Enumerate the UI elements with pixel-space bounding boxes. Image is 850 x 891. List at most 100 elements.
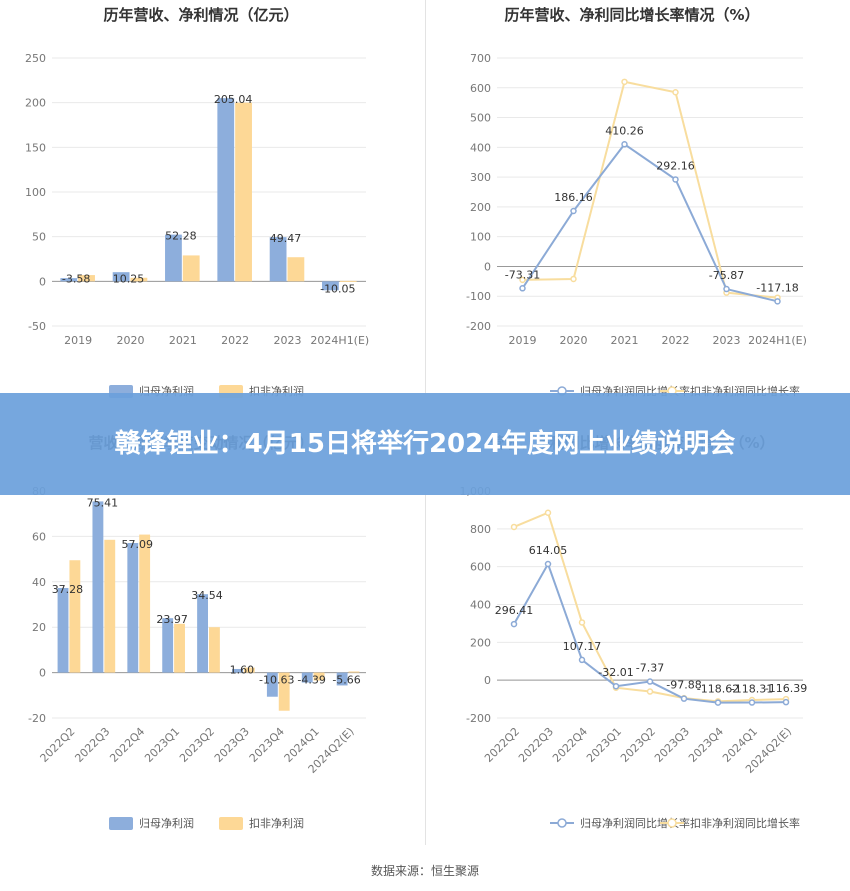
chart3-bar-deducted-net-profit [139, 534, 151, 673]
chart4-ytick-label: 800 [470, 523, 491, 536]
chart1-data-label: 10.25 [113, 272, 145, 285]
chart4-point-parent [544, 560, 552, 568]
chart2-point-parent [621, 141, 628, 148]
chart1-bar-deducted-net-profit [78, 275, 95, 282]
chart1-xtick-label: 2022 [221, 334, 249, 347]
chart2-ytick-label: 200 [470, 201, 491, 214]
chart3-data-label: 75.41 [87, 496, 119, 509]
chart4-point-deducted [510, 523, 518, 531]
chart1-bar-parent-net-profit [269, 237, 287, 282]
chart1-data-label: -10.05 [320, 282, 355, 295]
chart1-bar-deducted-net-profit [182, 255, 200, 282]
chart3-xtick-label: 2023Q2 [177, 725, 217, 765]
chart3-bar-parent-net-profit [127, 543, 139, 673]
chart1-ytick-label: 200 [25, 97, 46, 110]
chart4-data-label: -118.31 [731, 683, 773, 696]
chart2-point-deducted [570, 275, 577, 283]
chart4-data-label: 614.05 [529, 544, 568, 557]
chart4-point-deducted [578, 619, 586, 626]
chart4-xtick-label: 2023Q4 [686, 725, 726, 765]
chart3-bar-deducted-net-profit [313, 672, 325, 681]
chart2-ytick-label: 700 [470, 52, 491, 65]
chart4-data-label: -116.39 [765, 682, 807, 695]
chart3-legend-label: 归母净利润 [139, 816, 194, 830]
chart2-title: 历年营收、净利同比增长率情况（%） [504, 6, 759, 24]
chart4-point-parent [680, 695, 688, 702]
chart4-point-parent [612, 682, 620, 690]
chart4-point-parent [646, 678, 654, 685]
chart3-bar-parent-net-profit [232, 668, 243, 673]
chart1-ytick-label: 150 [25, 141, 46, 154]
chart3-data-label: 23.97 [156, 613, 188, 626]
chart4-xtick-label: 2022Q3 [516, 725, 556, 765]
chart4-point-parent [578, 656, 586, 664]
chart3-bar-deducted-net-profit [104, 539, 116, 673]
chart2-point-deducted [519, 276, 526, 284]
chart4-ytick-label: 600 [470, 561, 491, 574]
chart2-xtick-label: 2019 [509, 334, 537, 347]
chart2-point-parent [723, 285, 730, 293]
chart2-point-parent [774, 298, 781, 305]
chart1-ytick-label: 0 [39, 275, 46, 288]
chart1-xtick-label: 2023 [274, 334, 302, 347]
chart3-ytick-label: 40 [32, 576, 46, 589]
chart1-data-label: 52.28 [165, 230, 197, 243]
chart4-xtick-label: 2022Q2 [482, 725, 522, 765]
chart4-xtick-label: 2022Q4 [550, 725, 590, 765]
chart3-ytick-label: 20 [32, 621, 46, 634]
chart3-data-label: 57.09 [121, 538, 153, 551]
chart4-legend-marker [557, 818, 567, 828]
chart4-data-label: -7.37 [636, 662, 664, 675]
chart3-bar-parent-net-profit [162, 618, 174, 673]
chart4-data-label: 296.41 [495, 604, 534, 617]
chart1-data-label: 205.04 [214, 93, 253, 106]
chart2-data-label: -75.87 [709, 269, 744, 282]
chart4-xtick-label: 2023Q3 [652, 725, 692, 765]
chart1-bar-parent-net-profit [217, 98, 235, 282]
chart2-ytick-label: 0 [484, 260, 491, 273]
chart1-ytick-label: 250 [25, 52, 46, 65]
chart4-xtick-label: 2023Q1 [584, 725, 624, 765]
chart4-legend-marker [667, 818, 677, 828]
chart2-xtick-label: 2022 [662, 334, 690, 347]
chart2-ytick-label: 400 [470, 141, 491, 154]
chart1-xtick-label: 2024H1(E) [310, 334, 369, 347]
chart2-point-parent [519, 285, 526, 292]
chart3-data-label: 34.54 [191, 589, 223, 602]
chart1-ytick-label: 100 [25, 186, 46, 199]
chart3-xtick-label: 2022Q2 [38, 725, 78, 765]
chart3-data-label: -4.39 [297, 674, 325, 687]
chart2-ytick-label: 500 [470, 112, 491, 125]
chart2-line-deducted-net-profit-growth [522, 80, 778, 299]
chart1-bar-parent-net-profit [112, 272, 130, 282]
chart3-ytick-label: -20 [28, 712, 46, 725]
chart2-ytick-label: -100 [466, 290, 491, 303]
chart3-bar-parent-net-profit [197, 594, 208, 673]
chart3-bar-parent-net-profit [301, 672, 313, 683]
divider-bottom [425, 495, 426, 845]
chart4-ytick-label: 400 [470, 599, 491, 612]
chart1-data-label: -3.58 [62, 272, 90, 285]
chart3-bar-parent-net-profit [266, 672, 278, 697]
chart4-data-label: -97.88 [666, 679, 701, 692]
chart4-point-parent [510, 620, 518, 628]
chart3-legend-label: 扣非净利润 [249, 816, 304, 830]
chart4-data-label: -32.01 [598, 666, 633, 679]
chart2-data-label: -73.31 [505, 268, 540, 281]
chart1-bar-parent-net-profit [165, 234, 182, 282]
chart4-data-label: -118.62 [697, 683, 739, 696]
chart2-xtick-label: 2021 [611, 334, 639, 347]
chart1-data-label: 49.47 [270, 232, 302, 245]
chart1-xtick-label: 2021 [169, 334, 197, 347]
chart4-data-label: 107.17 [563, 640, 602, 653]
chart3-xtick-label: 2023Q1 [142, 725, 182, 765]
chart1-xtick-label: 2019 [64, 334, 92, 347]
chart3-bar-deducted-net-profit [348, 671, 360, 673]
chart1-title: 历年营收、净利情况（亿元） [103, 6, 298, 24]
chart3-bar-parent-net-profit [336, 672, 348, 686]
chart3-ytick-label: 0 [39, 667, 46, 680]
data-source: 数据来源：恒生聚源 [370, 864, 479, 878]
chart3-bar-deducted-net-profit [243, 667, 255, 673]
chart3-xtick-label: 2022Q4 [107, 725, 147, 765]
